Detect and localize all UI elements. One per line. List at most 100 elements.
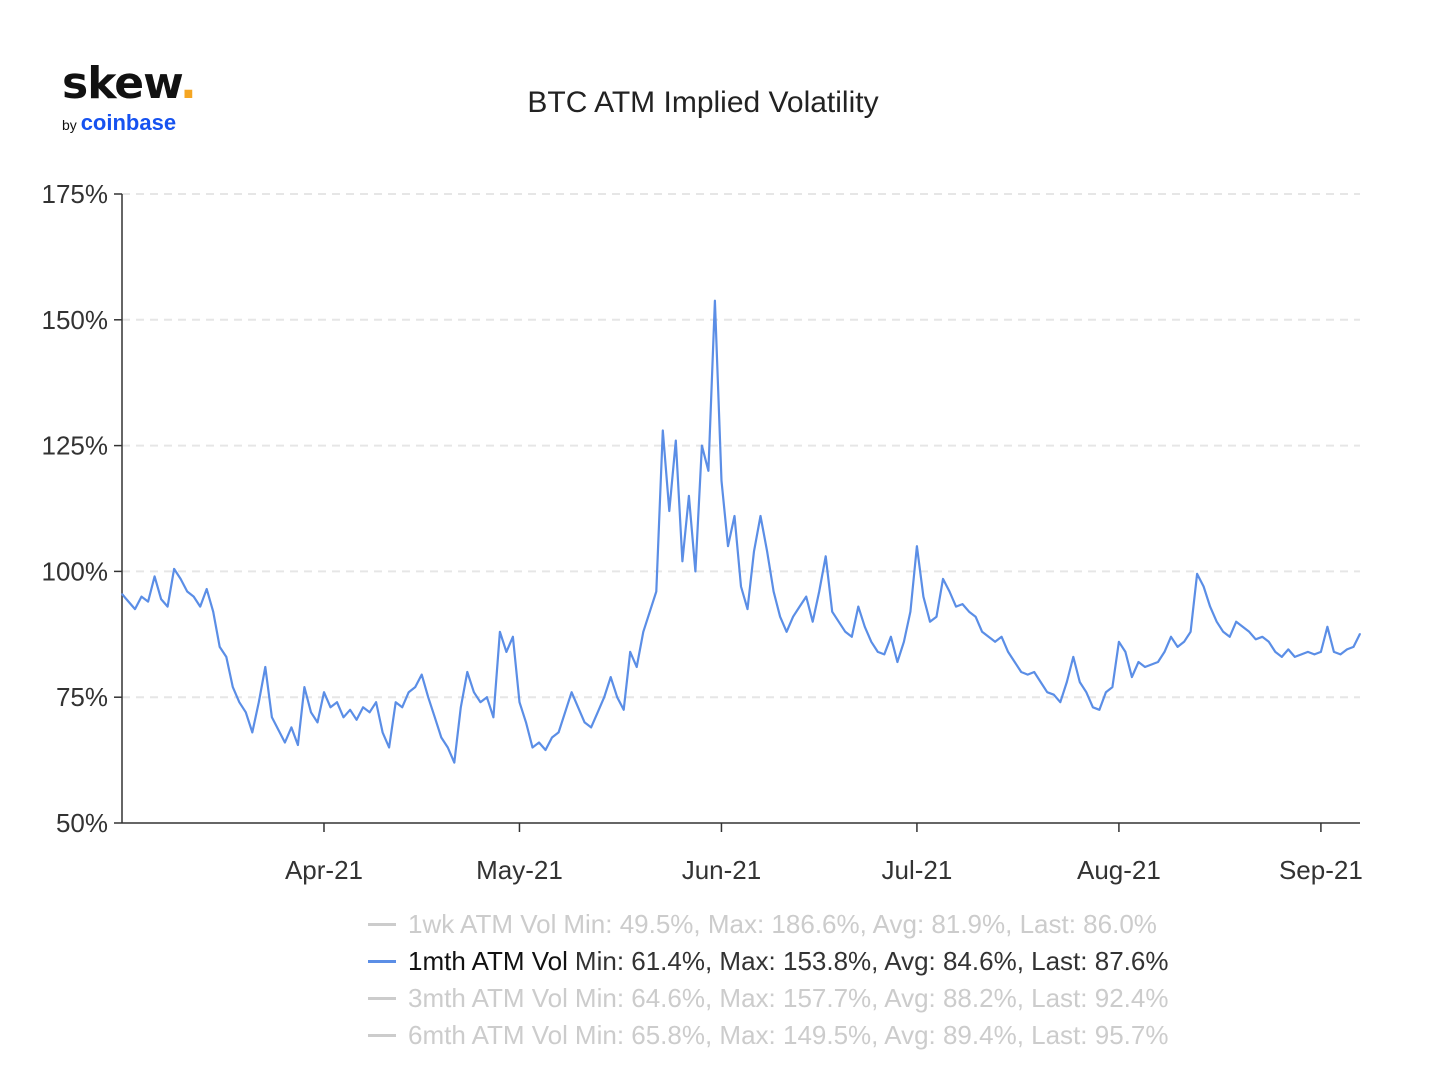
x-tick-label: Apr-21 <box>285 855 363 885</box>
legend-series-name: 3mth ATM Vol <box>408 983 568 1013</box>
volatility-chart: BTC ATM Implied Volatility 50% 75% 100% 125%… <box>42 86 1363 885</box>
data-point <box>577 706 579 709</box>
data-point <box>759 515 762 517</box>
data-point <box>544 749 547 751</box>
data-point <box>258 701 260 703</box>
data-point <box>1163 651 1166 653</box>
data-point <box>935 615 938 618</box>
data-point <box>1281 656 1283 658</box>
data-point <box>1307 651 1309 653</box>
data-point <box>1241 626 1244 628</box>
data-point <box>1033 671 1035 673</box>
data-point <box>1079 681 1081 683</box>
data-point <box>622 709 625 711</box>
data-point <box>1235 620 1237 623</box>
data-point <box>440 736 443 739</box>
data-point <box>1202 585 1205 588</box>
data-point <box>1118 641 1120 643</box>
data-point <box>557 731 560 734</box>
data-point <box>447 746 449 749</box>
data-point <box>890 636 892 638</box>
data-point <box>160 598 162 600</box>
data-point <box>518 701 521 703</box>
y-tick-label: 125% <box>42 431 109 461</box>
data-point <box>753 550 755 553</box>
data-point <box>1274 651 1277 653</box>
legend-item-6mth[interactable]: 6mth ATM Vol Min: 65.8%, Max: 149.5%, Av… <box>368 1017 1168 1054</box>
data-point <box>714 299 716 302</box>
data-point <box>466 671 469 673</box>
data-point <box>916 545 918 547</box>
data-point <box>218 646 221 648</box>
data-point <box>1137 661 1140 663</box>
legend-series-name: 1mth ATM Vol <box>408 946 568 976</box>
data-point <box>434 716 436 719</box>
data-point <box>140 595 143 598</box>
data-point <box>818 590 820 593</box>
data-point <box>342 716 345 719</box>
data-point <box>746 608 749 610</box>
data-point <box>694 570 697 573</box>
data-point <box>1072 656 1075 658</box>
data-point <box>375 701 377 703</box>
data-point <box>707 470 710 472</box>
data-point <box>968 610 970 613</box>
data-point <box>264 666 267 668</box>
data-point <box>675 439 677 442</box>
legend-item-1mth[interactable]: 1mth ATM Vol Min: 61.4%, Max: 153.8%, Av… <box>368 943 1168 980</box>
data-point <box>538 741 540 744</box>
data-point <box>225 656 228 658</box>
legend-item-3mth[interactable]: 3mth ATM Vol Min: 64.6%, Max: 157.7%, Av… <box>368 980 1168 1017</box>
data-point <box>857 605 860 608</box>
data-point <box>955 605 957 608</box>
data-point <box>766 550 768 553</box>
data-point <box>981 631 983 633</box>
data-point <box>720 480 723 482</box>
data-point <box>134 608 136 610</box>
data-point <box>870 641 873 643</box>
legend-series-stats: Min: 49.5%, Max: 186.6%, Avg: 81.9%, Las… <box>563 909 1157 939</box>
data-point <box>1228 636 1231 638</box>
data-point <box>1346 648 1348 651</box>
data-point <box>727 545 729 547</box>
data-point <box>479 701 482 703</box>
x-tick-label: Aug-21 <box>1077 855 1161 885</box>
data-point <box>407 691 410 693</box>
data-point <box>1150 663 1153 666</box>
data-point <box>290 726 293 729</box>
data-point <box>877 651 879 653</box>
data-point <box>772 590 775 593</box>
data-point <box>336 701 338 703</box>
data-point <box>701 444 703 447</box>
data-point <box>570 691 573 693</box>
data-point <box>525 721 527 724</box>
data-point <box>1313 653 1316 656</box>
data-point <box>251 731 254 734</box>
skew-logo: skew. by coinbase <box>62 62 197 136</box>
data-point <box>1183 641 1185 643</box>
data-point <box>649 610 651 613</box>
legend-item-1wk[interactable]: 1wk ATM Vol Min: 49.5%, Max: 186.6%, Avg… <box>368 906 1168 943</box>
data-point <box>733 515 736 517</box>
data-point <box>635 666 638 668</box>
data-point <box>245 711 247 714</box>
data-point <box>942 578 944 580</box>
data-point <box>1222 631 1224 633</box>
y-tick-label: 100% <box>42 556 109 586</box>
y-tick-label: 50% <box>56 808 108 838</box>
series-line-1mth <box>121 299 1361 764</box>
data-point <box>394 701 397 703</box>
data-point <box>427 696 430 698</box>
data-point <box>1300 653 1303 656</box>
data-point <box>316 721 319 724</box>
data-point <box>173 568 175 570</box>
data-point <box>662 429 664 432</box>
data-point <box>1215 620 1218 623</box>
data-point <box>798 605 801 608</box>
data-point <box>590 726 592 729</box>
data-point <box>232 686 234 688</box>
data-point <box>1287 648 1290 651</box>
data-point <box>811 620 814 623</box>
data-point <box>127 600 130 603</box>
data-point <box>1170 636 1172 638</box>
